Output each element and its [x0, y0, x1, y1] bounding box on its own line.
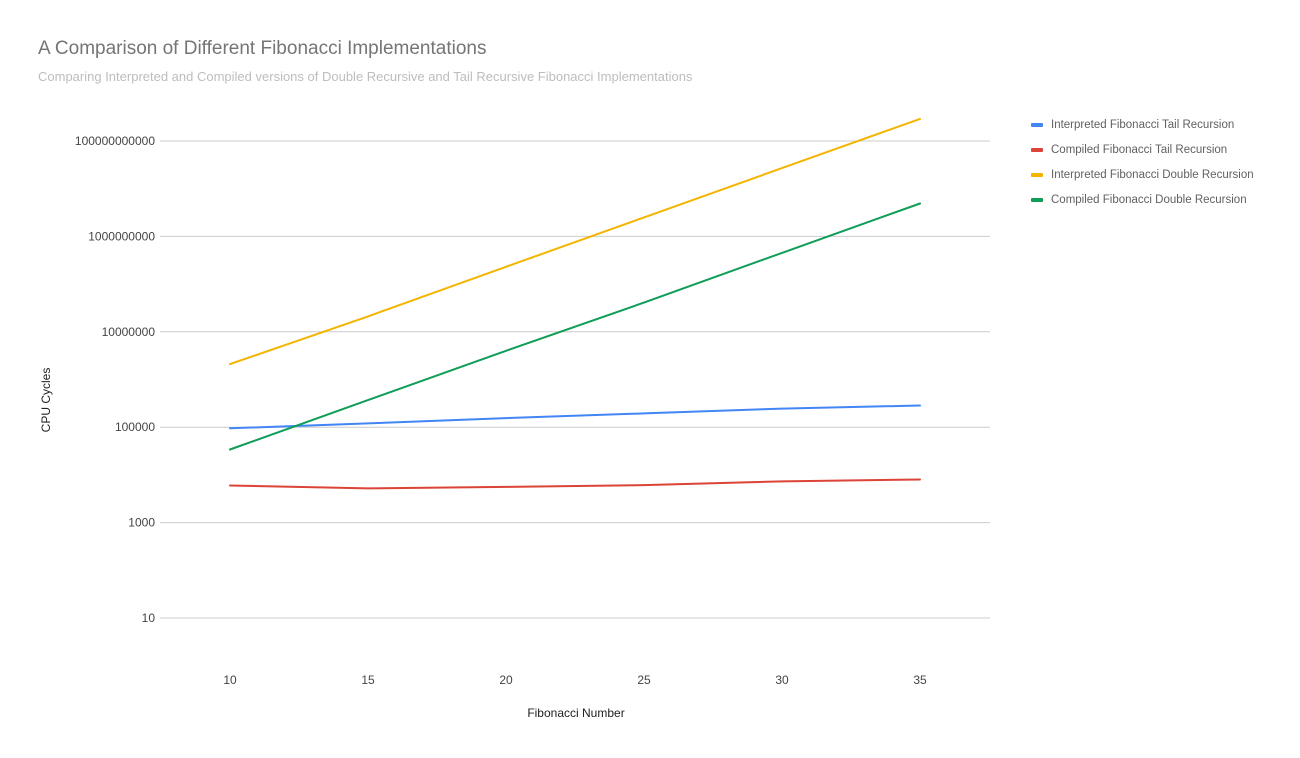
- series-line: [229, 404, 921, 430]
- x-tick-label: 25: [637, 673, 651, 687]
- x-tick-label: 10: [223, 673, 237, 687]
- legend-label: Interpreted Fibonacci Tail Recursion: [1051, 118, 1235, 131]
- legend-label: Compiled Fibonacci Double Recursion: [1051, 193, 1247, 206]
- series-line: [229, 202, 921, 451]
- legend-swatch: [1031, 197, 1043, 202]
- legend-label: Interpreted Fibonacci Double Recursion: [1051, 168, 1254, 181]
- legend-item[interactable]: Compiled Fibonacci Double Recursion: [1031, 187, 1254, 212]
- y-tick-label: 100000000000: [75, 134, 155, 148]
- series-line: [229, 478, 921, 490]
- x-axis-label: Fibonacci Number: [527, 706, 624, 720]
- chart-legend: Interpreted Fibonacci Tail Recursion Comp…: [1031, 112, 1254, 212]
- legend-swatch: [1031, 147, 1043, 152]
- legend-swatch: [1031, 172, 1043, 177]
- legend-label: Compiled Fibonacci Tail Recursion: [1051, 143, 1228, 156]
- x-tick-label: 15: [361, 673, 375, 687]
- x-tick-label: 20: [499, 673, 513, 687]
- x-tick-label: 35: [913, 673, 927, 687]
- y-axis-label: CPU Cycles: [39, 368, 53, 433]
- x-tick-label: 30: [775, 673, 789, 687]
- y-tick-label: 1000: [128, 516, 155, 530]
- y-axis-ticks: 10 1000 100000 10000000 1000000000 1000000000…: [75, 134, 155, 625]
- legend-item[interactable]: Compiled Fibonacci Tail Recursion: [1031, 137, 1254, 162]
- grid-lines: [160, 140, 990, 619]
- y-tick-label: 10: [142, 611, 156, 625]
- legend-item[interactable]: Interpreted Fibonacci Double Recursion: [1031, 162, 1254, 187]
- series-lines: [229, 117, 921, 490]
- y-tick-label: 1000000000: [88, 229, 155, 243]
- legend-swatch: [1031, 122, 1043, 127]
- chart-title: A Comparison of Different Fibonacci Impl…: [38, 38, 487, 59]
- series-line: [229, 117, 921, 366]
- legend-item[interactable]: Interpreted Fibonacci Tail Recursion: [1031, 112, 1254, 137]
- y-tick-label: 100000: [115, 420, 155, 434]
- line-chart: 10 1000 100000 10000000 1000000000 1000000000…: [39, 117, 990, 720]
- y-tick-label: 10000000: [102, 325, 156, 339]
- chart-subtitle: Comparing Interpreted and Compiled versi…: [38, 69, 693, 84]
- x-axis-ticks: 10 15 20 25 30 35: [223, 673, 927, 687]
